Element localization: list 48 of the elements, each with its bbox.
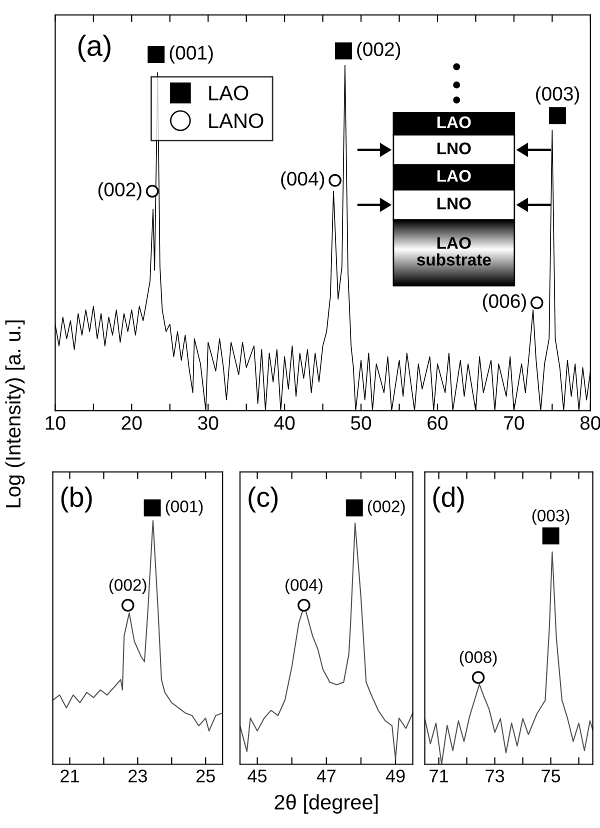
legend-label: LANO [209, 113, 264, 128]
x-tick-label: 71 [430, 770, 448, 782]
x-tick-label: 75 [542, 770, 560, 782]
x-tick-label: 23 [128, 770, 147, 782]
x-tick-label: 20 [122, 416, 142, 430]
chart-title: (b) [61, 486, 92, 512]
annotation: (001) [166, 500, 203, 516]
annotation: (006) [482, 294, 526, 312]
x-tick-label: 70 [504, 416, 524, 430]
x-tick-label: 73 [486, 770, 504, 782]
annotation: LNO [437, 198, 471, 210]
x-tick-label: 21 [60, 770, 79, 782]
annotation: (001) [170, 45, 213, 64]
x-tick-label: 30 [198, 416, 218, 430]
annotation: LAO [437, 116, 471, 128]
annotation: (004) [281, 171, 324, 190]
annotation: LNO [437, 142, 471, 154]
point [334, 42, 352, 60]
x-tick-label: 50 [350, 416, 372, 430]
x-tick-label: 10 [46, 416, 66, 430]
x-tick-label: 25 [196, 770, 215, 782]
x-tick-label: 80 [580, 416, 600, 430]
annotation: (002) [98, 182, 142, 200]
x-tick-label: 49 [386, 770, 405, 782]
annotation: LAO substrate [417, 237, 491, 266]
point [328, 174, 342, 187]
chart-title: (c) [248, 486, 278, 512]
annotation: (004) [286, 578, 322, 594]
point [530, 296, 544, 310]
annotation: (003) [536, 86, 580, 105]
x-axis-title: 2θ [degree] [274, 794, 378, 814]
point [549, 107, 566, 124]
annotation: (002) [109, 578, 146, 594]
point [148, 46, 165, 63]
x-tick-label: 40 [274, 416, 295, 430]
x-tick-label: 47 [316, 770, 336, 782]
x-tick-label: 60 [428, 416, 448, 430]
y-axis-title: Log (Intensity) [a. u.] [5, 320, 25, 508]
annotation: (002) [357, 42, 400, 60]
text: (003) [532, 509, 570, 525]
annotation: (008) [460, 650, 497, 666]
chart-title: (d) [433, 486, 464, 512]
x-tick-label: 45 [248, 770, 267, 782]
point [146, 184, 159, 198]
legend-label: LAO [209, 86, 248, 100]
annotation: (002) [368, 500, 405, 516]
annotation: LAO [437, 170, 471, 182]
chart-title: (a) [78, 34, 110, 62]
